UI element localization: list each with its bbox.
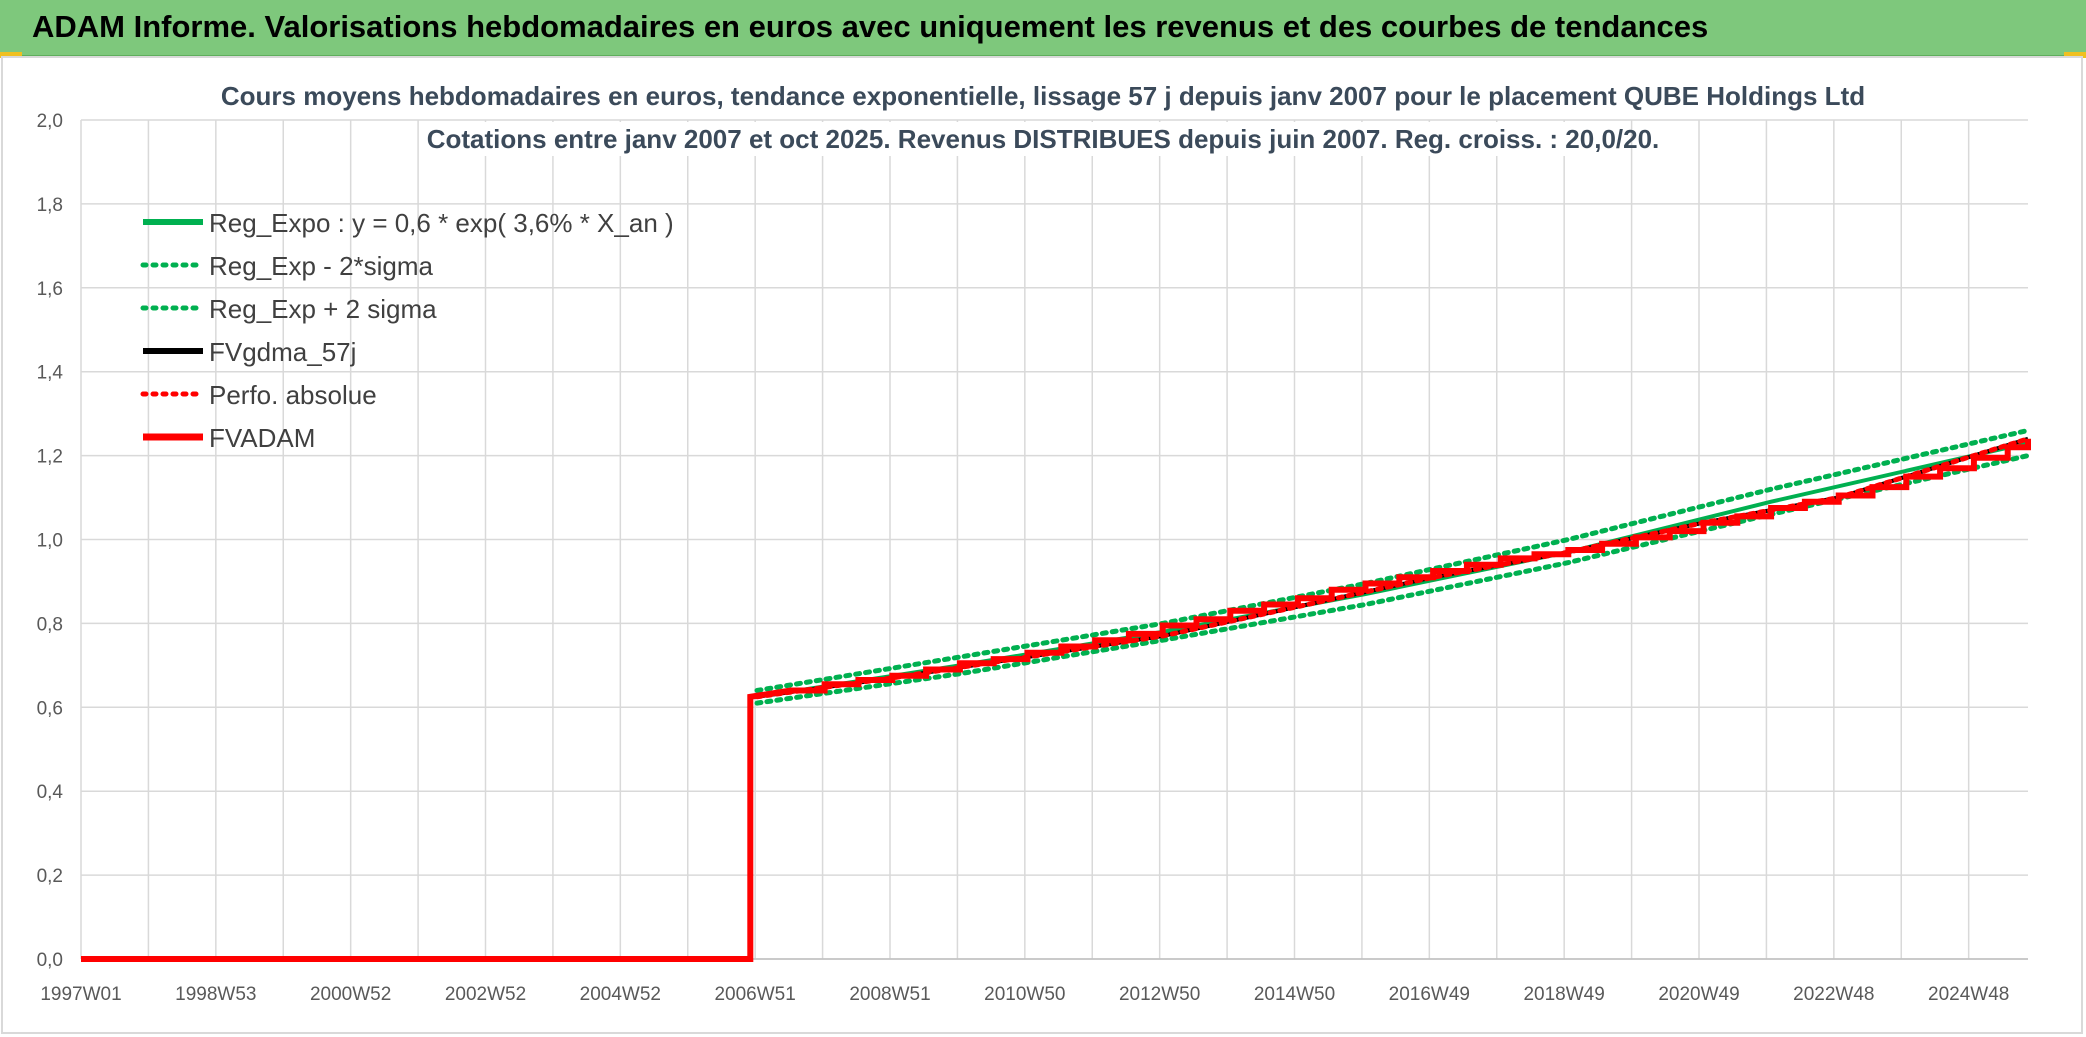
- report-title: ADAM Informe. Valorisations hebdomadaire…: [32, 9, 1709, 44]
- x-tick-label: 2010W50: [984, 984, 1065, 1005]
- legend-label-5: FVADAM: [209, 423, 315, 453]
- legend-label-0: Reg_Expo : y = 0,6 * exp( 3,6% * X_an ): [209, 208, 674, 238]
- y-tick-label: 0,8: [37, 614, 63, 635]
- legend: Reg_Expo : y = 0,6 * exp( 3,6% * X_an ) R…: [140, 208, 674, 453]
- y-tick-label: 1,6: [37, 279, 63, 300]
- corner-marker-left: [0, 52, 22, 58]
- corner-marker-right: [2064, 52, 2086, 58]
- y-tick-label: 1,8: [37, 195, 63, 216]
- x-tick-label: 2024W48: [1928, 984, 2009, 1005]
- legend-label-4: Perfo. absolue: [209, 380, 377, 410]
- y-tick-label: 1,0: [37, 531, 63, 552]
- y-tick-label: 0,4: [37, 782, 64, 803]
- x-tick-label: 2004W52: [580, 984, 661, 1005]
- chart-subtitle: Cotations entre janv 2007 et oct 2025. R…: [427, 124, 1660, 154]
- grid: [80, 119, 2028, 960]
- report-banner: ADAM Informe. Valorisations hebdomadaire…: [0, 0, 2086, 56]
- x-tick-label: 1997W01: [40, 984, 121, 1005]
- axes: 0,0 0,2 0,4 0,6 0,8 1,0 1,2 1,4 1,6 1,8 2,0 1997W01…: [37, 111, 2028, 1005]
- y-tick-label: 1,2: [37, 447, 63, 468]
- x-tick-label: 2016W49: [1389, 984, 1470, 1005]
- chart-svg: 0,0 0,2 0,4 0,6 0,8 1,0 1,2 1,4 1,6 1,8 2,0 1997W01…: [37, 78, 2031, 1005]
- legend-label-1: Reg_Exp - 2*sigma: [209, 251, 434, 281]
- y-tick-label: 0,2: [37, 866, 63, 887]
- y-tick-label: 0,6: [37, 698, 63, 719]
- x-tick-label: 2020W49: [1658, 984, 1739, 1005]
- legend-label-2: Reg_Exp + 2 sigma: [209, 294, 437, 324]
- x-tick-label: 2012W50: [1119, 984, 1200, 1005]
- y-tick-label: 0,0: [37, 950, 63, 971]
- chart-title-group: Cours moyens hebdomadaires en euros, ten…: [221, 78, 1865, 156]
- chart-title: Cours moyens hebdomadaires en euros, ten…: [221, 81, 1865, 111]
- legend-label-3: FVgdma_57j: [209, 337, 356, 367]
- chart-area: 0,0 0,2 0,4 0,6 0,8 1,0 1,2 1,4 1,6 1,8 2,0 1997W01…: [1, 56, 2083, 1034]
- x-tick-label: 2018W49: [1523, 984, 1604, 1005]
- x-tick-label: 2008W51: [849, 984, 930, 1005]
- x-tick-label: 2022W48: [1793, 984, 1874, 1005]
- series-line-5: [81, 438, 2031, 962]
- x-tick-label: 2000W52: [310, 984, 391, 1005]
- y-tick-label: 1,4: [37, 363, 64, 384]
- x-tick-label: 2002W52: [445, 984, 526, 1005]
- x-tick-label: 2014W50: [1254, 984, 1335, 1005]
- y-tick-label: 2,0: [37, 111, 63, 132]
- x-tick-label: 1998W53: [175, 984, 256, 1005]
- x-tick-label: 2006W51: [714, 984, 795, 1005]
- series-group: [81, 427, 2031, 962]
- series-line-2: [754, 427, 2031, 693]
